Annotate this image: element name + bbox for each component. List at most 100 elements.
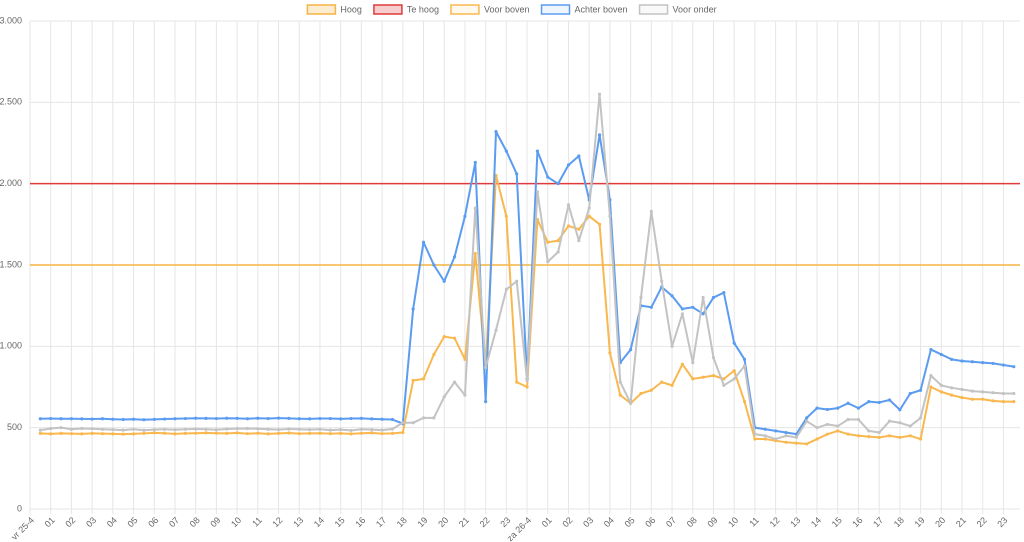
data-point xyxy=(939,352,943,357)
data-point xyxy=(525,385,529,389)
data-point xyxy=(494,328,498,332)
data-point xyxy=(877,430,881,435)
data-point xyxy=(183,431,187,435)
x-tick-label: 01 xyxy=(43,515,57,529)
data-point xyxy=(711,356,716,360)
data-point xyxy=(877,400,881,405)
data-point xyxy=(815,406,819,410)
data-point xyxy=(504,287,508,291)
x-tick-label: 14 xyxy=(312,515,326,529)
data-point xyxy=(846,401,850,405)
data-point xyxy=(131,432,136,436)
legend-label: Voor onder xyxy=(673,4,717,14)
x-tick-label: 19 xyxy=(415,515,429,529)
data-point xyxy=(328,432,332,436)
legend-label: Voor boven xyxy=(484,4,530,14)
data-point xyxy=(204,427,208,431)
x-tick-label: 23 xyxy=(995,515,1009,529)
data-point xyxy=(711,295,716,300)
data-point xyxy=(194,431,198,435)
data-point xyxy=(297,427,301,431)
legend-swatch xyxy=(638,4,669,15)
legend-swatch xyxy=(373,4,403,15)
data-point xyxy=(960,359,964,363)
data-point xyxy=(784,440,788,444)
data-point xyxy=(152,431,156,435)
data-point xyxy=(950,393,954,397)
data-point xyxy=(38,417,42,421)
data-point xyxy=(649,209,653,213)
data-point xyxy=(380,432,384,436)
data-point xyxy=(276,431,281,435)
data-point xyxy=(225,427,229,431)
data-point xyxy=(639,295,643,300)
data-point xyxy=(887,419,892,423)
x-tick-label: 04 xyxy=(602,515,616,529)
data-point xyxy=(38,431,42,435)
data-point xyxy=(846,417,850,422)
x-tick-label: 09 xyxy=(705,515,719,529)
data-point xyxy=(452,255,457,259)
data-point xyxy=(535,149,540,153)
data-point xyxy=(649,388,653,392)
legend-swatch xyxy=(306,4,337,15)
data-point xyxy=(618,380,622,384)
data-point xyxy=(629,347,633,352)
x-tick-label: 08 xyxy=(685,515,699,529)
data-point xyxy=(401,430,405,435)
data-point xyxy=(370,428,374,432)
data-point xyxy=(939,383,943,387)
data-point xyxy=(432,416,436,420)
data-point xyxy=(846,432,850,436)
data-point xyxy=(245,432,250,436)
data-point xyxy=(680,362,685,366)
data-point xyxy=(100,432,105,436)
data-point xyxy=(380,428,384,432)
data-point xyxy=(142,431,146,435)
data-point xyxy=(825,422,829,427)
data-point xyxy=(753,437,757,441)
x-tick-label: 12 xyxy=(270,515,284,529)
x-tick-label: 17 xyxy=(374,515,388,529)
data-point xyxy=(577,239,581,243)
data-point xyxy=(90,417,94,421)
data-point xyxy=(597,92,602,96)
data-point xyxy=(494,130,498,134)
x-tick-label: 21 xyxy=(954,515,968,529)
data-point xyxy=(287,427,291,431)
data-point xyxy=(742,357,747,361)
data-point xyxy=(546,175,550,179)
data-point xyxy=(390,427,395,431)
data-point xyxy=(701,295,705,300)
data-point xyxy=(111,432,115,436)
data-point xyxy=(991,361,995,366)
legend-label: Te hoog xyxy=(407,4,439,14)
x-tick-label: 16 xyxy=(850,515,864,529)
x-tick-label: 18 xyxy=(395,515,409,529)
data-point xyxy=(1012,365,1016,369)
data-point xyxy=(535,190,540,194)
data-point xyxy=(121,417,125,422)
y-tick-label: 1.500 xyxy=(0,259,22,269)
data-point xyxy=(515,380,519,384)
data-point xyxy=(805,442,809,446)
data-point xyxy=(815,437,819,441)
data-point xyxy=(722,291,726,295)
data-point xyxy=(256,416,260,420)
data-point xyxy=(929,374,933,378)
data-point xyxy=(266,432,270,436)
data-point xyxy=(908,434,912,438)
data-point xyxy=(401,421,405,425)
data-point xyxy=(566,203,571,207)
data-point xyxy=(774,429,778,433)
data-point xyxy=(318,416,322,421)
data-point xyxy=(660,279,664,283)
data-point xyxy=(370,431,374,435)
data-point xyxy=(515,172,519,176)
x-tick-label: 02 xyxy=(63,515,77,529)
data-point xyxy=(960,387,964,392)
x-tick-label: 10 xyxy=(229,515,243,529)
x-tick-label: 16 xyxy=(353,515,367,529)
data-point xyxy=(421,416,426,420)
